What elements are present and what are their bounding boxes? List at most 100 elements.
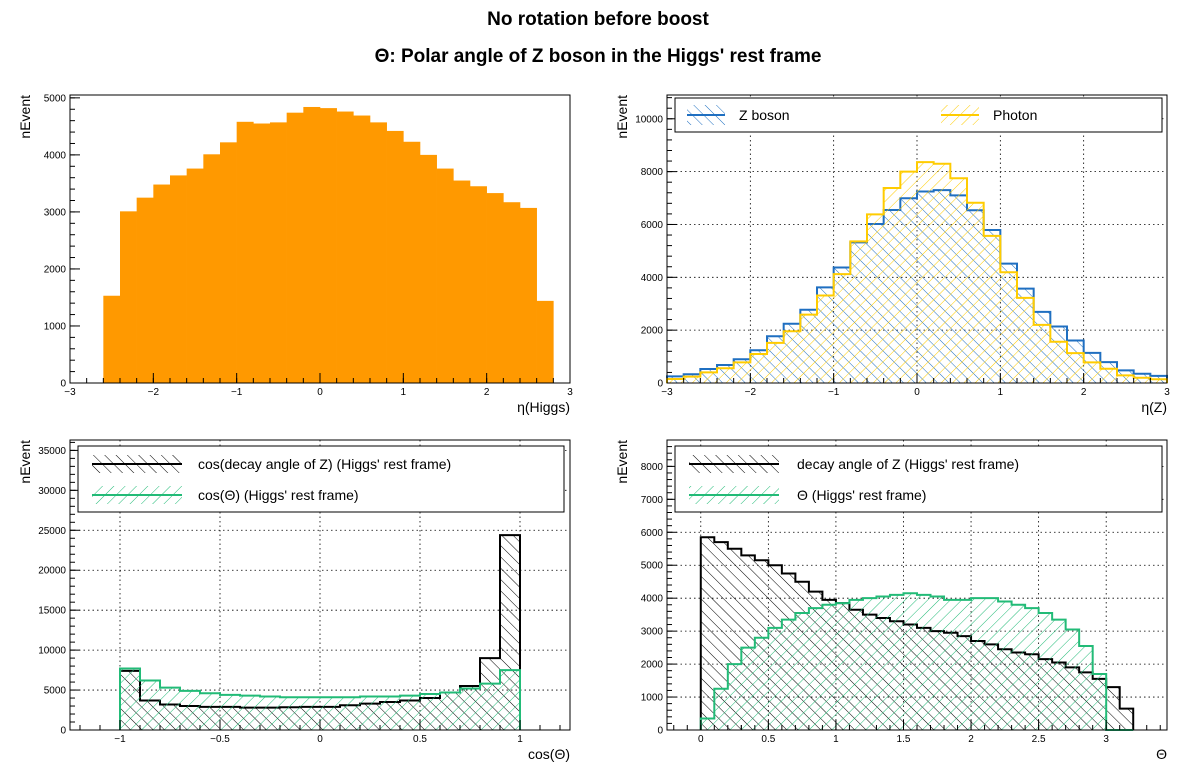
histogram-bar: [120, 211, 137, 383]
x-tick-label: −2: [148, 387, 160, 398]
histogram-bar: [353, 115, 371, 383]
histogram-bar: [136, 197, 154, 383]
histogram-bar: [386, 130, 404, 383]
x-tick-label: 0: [914, 387, 920, 398]
y-tick-label: 2000: [641, 660, 664, 671]
y-axis-label: nEvent: [17, 95, 33, 139]
x-tick-label: 3: [1103, 734, 1109, 745]
series-cos-higgs-rest-frame-line: [119, 667, 521, 730]
x-tick-label: 0: [698, 734, 704, 745]
x-tick-label: 1: [833, 734, 839, 745]
y-tick-label: 15000: [38, 606, 66, 617]
histogram-bar: [486, 193, 504, 383]
x-axis-label: η(Z): [1141, 399, 1167, 415]
histogram-bar: [420, 154, 437, 383]
histogram-bar: [220, 142, 237, 383]
histogram-bar: [503, 202, 521, 383]
plot-panel-4: 0 0.5 1 1.5 2 2.5 3 0 1000 2000 3000 4000 5000 6000 70…: [614, 439, 1168, 762]
x-tick-label: −3: [661, 387, 673, 398]
x-tick-label: 0.5: [413, 734, 427, 745]
y-tick-label: 4000: [44, 150, 67, 161]
x-tick-label: 2: [968, 734, 974, 745]
histogram-bar: [236, 121, 254, 384]
main-title: No rotation before boost: [487, 9, 709, 30]
y-tick-label: 4000: [641, 594, 664, 605]
y-tick-label: 5000: [641, 561, 664, 572]
legend-label: decay angle of Z (Higgs' rest frame): [797, 456, 1019, 472]
histogram-bar: [320, 108, 337, 384]
y-tick-label: 0: [60, 379, 66, 390]
x-tick-label: 3: [567, 387, 573, 398]
y-tick-label: 10000: [38, 646, 66, 657]
histogram-bar: [303, 106, 321, 384]
histogram-bar: [536, 300, 554, 383]
x-tick-label: −2: [745, 387, 757, 398]
legend-label: cos(Θ) (Higgs' rest frame): [198, 487, 359, 503]
subtitle: Θ: Polar angle of Z boson in the Higgs' …: [374, 46, 822, 67]
series-photon-line: [666, 161, 1168, 383]
series-photon-fill: [667, 162, 1167, 383]
histogram-bar: [286, 112, 304, 384]
plot-panel-1: −3 −2 −1 0 1 2 3 0 1000 2000 3000 4000 5000 η(Higgs) n…: [17, 93, 573, 415]
x-tick-label: 0.5: [761, 734, 775, 745]
y-tick-label: 4000: [641, 273, 664, 284]
x-tick-label: 1: [401, 387, 407, 398]
legend-label: Θ (Higgs' rest frame): [797, 487, 926, 503]
series-higgs-rest-frame-line: [699, 592, 1134, 731]
y-tick-label: 3000: [641, 627, 664, 638]
histogram-bar: [103, 295, 121, 383]
x-axis-label: Θ: [1156, 746, 1167, 762]
y-tick-label: 0: [60, 726, 66, 737]
histogram-bar: [436, 168, 454, 383]
histogram-bar: [270, 122, 287, 383]
histogram-bar: [520, 207, 537, 383]
y-tick-label: 8000: [641, 167, 664, 178]
histogram-bar: [453, 180, 471, 383]
y-tick-label: 1000: [641, 693, 664, 704]
histogram-bar: [403, 141, 421, 383]
legend-label: Photon: [993, 107, 1037, 123]
x-tick-label: 0: [317, 387, 323, 398]
y-tick-label: 3000: [44, 207, 67, 218]
x-tick-label: 2: [484, 387, 490, 398]
y-tick-label: 0: [657, 726, 663, 737]
y-tick-label: 2000: [44, 264, 67, 275]
x-tick-label: 1.5: [897, 734, 911, 745]
x-tick-label: 2: [1081, 387, 1087, 398]
plot-panel-2: −3 −2 −1 0 1 2 3 0 2000 4000 6000 8000 10000 η(Z) nEve…: [614, 94, 1170, 415]
y-tick-label: 35000: [38, 446, 66, 457]
x-tick-label: 3: [1164, 387, 1170, 398]
plot-panel-3: −1 −0.5 0 0.5 1 0 5000 10000 15000 20000 25000 3000…: [17, 439, 571, 762]
histogram-bar: [170, 175, 187, 383]
y-axis-label: nEvent: [614, 95, 630, 139]
histogram-bar: [153, 184, 171, 383]
x-tick-label: −3: [64, 387, 76, 398]
x-axis-label: η(Higgs): [517, 399, 570, 415]
x-tick-label: 1: [517, 734, 523, 745]
y-tick-label: 20000: [38, 566, 66, 577]
y-axis-label: nEvent: [17, 440, 33, 484]
y-axis-label: nEvent: [614, 440, 630, 484]
y-tick-label: 8000: [641, 462, 664, 473]
legend-box: [674, 97, 1163, 133]
histogram-bar: [370, 122, 387, 383]
series-higgs-rest-frame-fill: [700, 593, 1134, 730]
y-tick-label: 25000: [38, 526, 66, 537]
y-tick-label: 5000: [44, 93, 67, 104]
x-tick-label: 2.5: [1032, 734, 1046, 745]
legend-label: cos(decay angle of Z) (Higgs' rest frame…: [198, 456, 451, 472]
histogram-bar: [470, 186, 487, 383]
x-tick-label: −1: [828, 387, 840, 398]
series-cos-higgs-rest-frame-fill: [120, 668, 520, 730]
y-tick-label: 30000: [38, 486, 66, 497]
histogram-bar: [203, 154, 221, 383]
y-tick-label: 1000: [44, 321, 67, 332]
histogram-bar: [253, 123, 271, 383]
x-tick-label: −1: [231, 387, 243, 398]
histogram-bar: [336, 111, 354, 384]
x-tick-label: −1: [114, 734, 126, 745]
histogram-bar: [186, 168, 204, 383]
x-tick-label: 0: [317, 734, 323, 745]
x-tick-label: 1: [998, 387, 1004, 398]
